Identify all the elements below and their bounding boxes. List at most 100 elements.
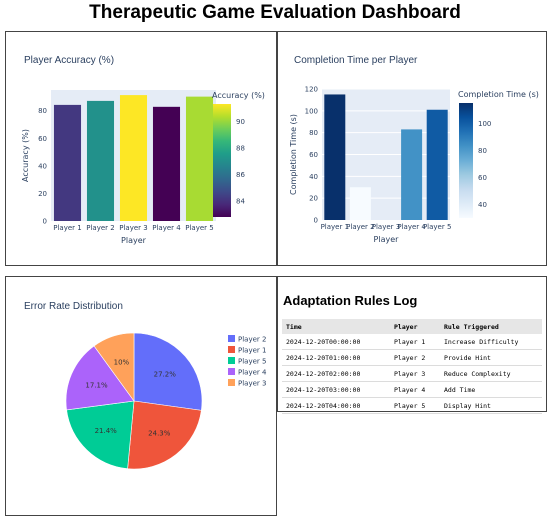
legend-swatch	[228, 368, 235, 375]
legend-swatch	[228, 379, 235, 386]
legend-label: Player 1	[238, 347, 266, 355]
y-axis-label: Completion Time (s)	[289, 114, 298, 195]
x-tick-label: Player 2	[346, 223, 374, 231]
y-tick-label: 20	[309, 195, 318, 203]
table-row: 2024-12-20T02:00:00 Player 3 Reduce Comp…	[282, 365, 542, 382]
colorbar-tick-label: 84	[236, 198, 245, 206]
legend-label: Player 4	[238, 369, 267, 377]
bar-player-4	[152, 106, 181, 221]
chart-title: Player Accuracy (%)	[24, 55, 114, 66]
colorbar	[213, 104, 231, 217]
cell-time: 2024-12-20T01:00:00	[282, 349, 390, 366]
slice-label: 10%	[114, 359, 130, 367]
adaptation-log-panel: Adaptation Rules Log Time Player Rule Tr…	[277, 276, 547, 414]
y-tick-label: 40	[309, 173, 318, 181]
x-tick-label: Player 4	[152, 224, 181, 232]
completion-time-chart-panel: Completion Time per Player 0 20 40 60 80 100 12…	[277, 31, 547, 266]
y-axis-label: Accuracy (%)	[21, 129, 30, 182]
y-tick-label: 100	[305, 107, 318, 115]
colorbar-title: Completion Time (s)	[458, 90, 539, 99]
bar-player-4	[401, 129, 423, 220]
table-row: 2024-12-20T01:00:00 Player 2 Provide Hin…	[282, 349, 542, 366]
adaptation-log-title: Adaptation Rules Log	[283, 293, 418, 308]
cell-player: Player 5	[390, 397, 440, 414]
cell-time: 2024-12-20T00:00:00	[282, 334, 390, 350]
chart-title: Completion Time per Player	[294, 55, 418, 66]
colorbar-tick-label: 40	[478, 201, 487, 209]
dashboard-title: Therapeutic Game Evaluation Dashboard	[89, 2, 461, 23]
chart-title: Error Rate Distribution	[24, 301, 123, 312]
x-tick-label: Player 1	[321, 223, 349, 231]
legend-label: Player 2	[238, 336, 266, 344]
y-tick-label: 80	[309, 129, 318, 137]
slice-label: 27.2%	[154, 371, 177, 379]
colorbar-tick-label: 90	[236, 118, 245, 126]
legend-swatch	[228, 335, 235, 342]
accuracy-bar-chart: Player Accuracy (%) 0 20 40 60 80 Player 1 Play…	[21, 55, 265, 245]
pie-slice-player-3	[93, 332, 135, 402]
bar-player-2	[349, 187, 371, 220]
pie-slice-player-5	[66, 400, 135, 470]
cell-time: 2024-12-20T03:00:00	[282, 381, 390, 398]
cell-player: Player 1	[390, 334, 440, 350]
x-tick-label: Player 5	[185, 224, 213, 232]
error-rate-pie-chart: Error Rate Distribution 27.2% 24.3% 21.4% 17…	[24, 301, 267, 470]
bar-player-5	[426, 109, 448, 220]
y-tick-label: 20	[38, 190, 47, 198]
colorbar-tick-label: 88	[236, 144, 245, 152]
bar-player-3	[119, 95, 148, 221]
x-tick-label: Player 3	[119, 224, 147, 232]
legend-label: Player 3	[238, 380, 266, 388]
slice-label: 24.3%	[148, 430, 171, 438]
slice-label: 21.4%	[95, 427, 118, 435]
legend-swatch	[228, 346, 235, 353]
colorbar-title: Accuracy (%)	[212, 91, 265, 100]
error-rate-chart-panel: Error Rate Distribution 27.2% 24.3% 21.4% 17…	[5, 276, 277, 516]
cell-player: Player 3	[390, 365, 440, 382]
x-tick-label: Player 4	[397, 223, 426, 231]
cell-player: Player 2	[390, 349, 440, 366]
bar-player-1	[53, 104, 82, 221]
table-header-row: Time Player Rule Triggered	[282, 319, 542, 334]
x-tick-label: Player 3	[372, 223, 400, 231]
cell-rule: Add Time	[440, 381, 542, 398]
bar-player-5	[185, 96, 214, 221]
cell-player: Player 4	[390, 381, 440, 398]
legend-swatch	[228, 357, 235, 364]
bar-player-1	[324, 94, 346, 220]
y-tick-label: 0	[43, 218, 47, 226]
column-header-player: Player	[390, 319, 440, 334]
bar-player-2	[86, 100, 115, 221]
legend-label: Player 5	[238, 358, 266, 366]
colorbar-tick-label: 86	[236, 171, 245, 179]
x-tick-label: Player 2	[86, 224, 114, 232]
cell-rule: Reduce Complexity	[440, 365, 542, 382]
slice-label: 17.1%	[85, 381, 108, 389]
y-tick-label: 40	[38, 162, 47, 170]
y-tick-label: 60	[38, 135, 47, 143]
x-axis-label: Player	[374, 235, 400, 244]
table-row: 2024-12-20T00:00:00 Player 1 Increase Di…	[282, 334, 542, 350]
completion-time-bar-chart: Completion Time per Player 0 20 40 60 80 100 12…	[289, 55, 539, 244]
cell-rule: Display Hint	[440, 397, 542, 414]
y-tick-label: 0	[314, 217, 318, 225]
x-tick-label: Player 1	[53, 224, 81, 232]
colorbar-tick-label: 80	[478, 147, 487, 155]
y-tick-label: 60	[309, 151, 318, 159]
cell-time: 2024-12-20T02:00:00	[282, 365, 390, 382]
colorbar	[459, 103, 473, 218]
adaptation-log-table: Time Player Rule Triggered 2024-12-20T00…	[282, 319, 542, 414]
column-header-time: Time	[282, 319, 390, 334]
y-tick-label: 120	[305, 86, 318, 94]
x-tick-label: Player 5	[423, 223, 451, 231]
x-axis-label: Player	[121, 236, 147, 245]
y-tick-label: 80	[38, 107, 47, 115]
pie-slice-player-1	[127, 400, 202, 470]
table-row: 2024-12-20T04:00:00 Player 5 Display Hin…	[282, 397, 542, 414]
pie-slice-player-2	[133, 332, 203, 411]
accuracy-chart-panel: Player Accuracy (%) 0 20 40 60 80 Player 1 Play…	[5, 31, 277, 266]
table-row: 2024-12-20T03:00:00 Player 4 Add Time	[282, 381, 542, 398]
colorbar-tick-label: 100	[478, 120, 491, 128]
column-header-rule: Rule Triggered	[440, 319, 542, 334]
cell-time: 2024-12-20T04:00:00	[282, 397, 390, 414]
